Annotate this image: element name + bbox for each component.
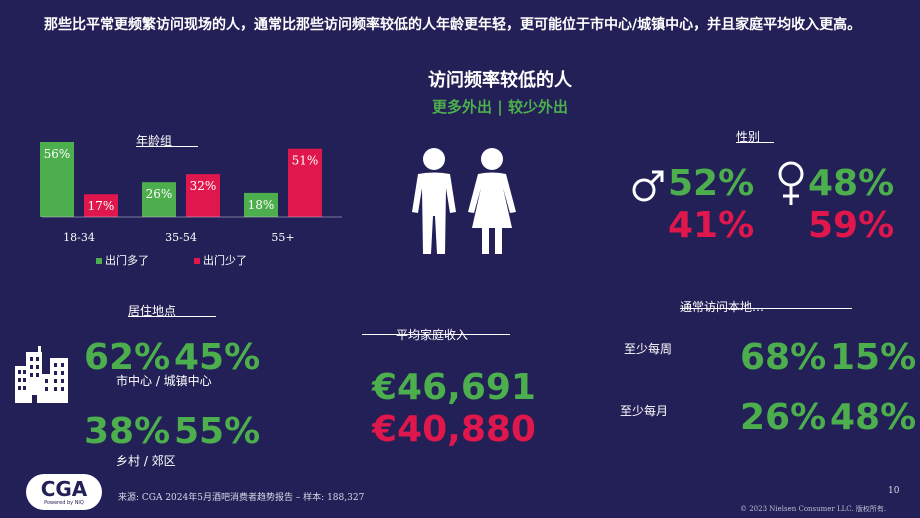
male-less-value: 41% (668, 205, 755, 246)
x-tick-label: 35-54 (165, 231, 197, 244)
bar-less-55+ (288, 148, 322, 217)
bar-more-35-54 (142, 182, 176, 217)
city-less-value: 45% (174, 337, 261, 378)
rural-more-value: 38% (84, 411, 171, 452)
weekly-less-value: 15% (830, 337, 917, 378)
bar-more-55+ (244, 192, 278, 217)
monthly-less-value: 48% (830, 397, 917, 438)
legend-less-swatch (194, 258, 200, 264)
source-note: 来源: CGA 2024年5月酒吧消费者趋势报告 – 样本: 188,327 (118, 493, 365, 503)
legend-more-label: 出门多了 (105, 254, 149, 267)
gender-title-line (736, 142, 774, 143)
weekly-more-value: 68% (740, 337, 827, 378)
rural-label: 乡村 / 郊区 (116, 454, 176, 468)
female-less-value: 59% (808, 205, 895, 246)
bar-less-18-34 (84, 194, 118, 217)
location-title-line (128, 316, 216, 317)
bar-less-35-54 (186, 174, 220, 217)
legend-more: 出门多了 (96, 252, 149, 268)
monthly-more-value: 26% (740, 397, 827, 438)
monthly-label: 至少每月 (620, 404, 669, 418)
local-section-title: 通常访问本地… (680, 300, 765, 314)
bar-more-18-34 (40, 142, 74, 217)
city-more-value: 62% (84, 337, 171, 378)
income-title-line (362, 334, 510, 335)
weekly-label: 至少每周 (624, 342, 673, 356)
center-subtitle: 更多外出 | 较少外出 (432, 98, 568, 116)
x-tick-label: 18-34 (63, 231, 95, 244)
age-section-title: 年龄组 (136, 134, 173, 148)
age-title-line (136, 146, 198, 147)
couple-icon (412, 148, 516, 254)
male-more-value: 52% (668, 163, 755, 204)
city-label: 市中心 / 城镇中心 (116, 374, 212, 388)
rural-less-value: 55% (174, 411, 261, 452)
female-symbol-icon (778, 161, 804, 205)
location-section-title: 居住地点 (128, 304, 177, 318)
x-tick-label: 55+ (271, 231, 294, 244)
income-section-title: 平均家庭收入 (396, 328, 469, 342)
legend-more-swatch (96, 258, 102, 264)
female-more-value: 48% (808, 163, 895, 204)
legend-less-label: 出门少了 (203, 254, 247, 267)
age-bar-chart: 56% 17% 26% 32% 18% 51% 18-34 35-54 55+ (40, 142, 342, 244)
headline: 那些比平常更频繁访问现场的人，通常比那些访问频率较低的人年龄更年轻，更可能位于市… (44, 17, 862, 33)
cga-logo: CGA Powered by NIQ (26, 474, 102, 510)
logo-text: CGA (40, 477, 88, 501)
gender-section-title: 性别 (736, 130, 761, 144)
income-less-value: €40,880 (372, 409, 536, 450)
copyright: © 2023 Nielsen Consumer LLC. 版权所有. (740, 505, 887, 513)
page-number: 10 (888, 486, 900, 496)
bar-value-label: 26% (146, 187, 173, 201)
legend-less: 出门少了 (194, 252, 247, 268)
bar-value-label: 17% (88, 199, 115, 213)
logo-sub: Powered by NIQ (44, 500, 84, 506)
city-buildings-icon (15, 346, 68, 403)
male-symbol-icon (632, 170, 664, 202)
bar-value-label: 18% (248, 198, 275, 212)
center-title: 访问频率较低的人 (428, 70, 572, 91)
income-more-value: €46,691 (372, 367, 536, 408)
bar-value-label: 56% (44, 147, 71, 161)
bar-value-label: 32% (190, 179, 217, 193)
bar-value-label: 51% (292, 154, 319, 168)
local-title-line (680, 308, 852, 309)
